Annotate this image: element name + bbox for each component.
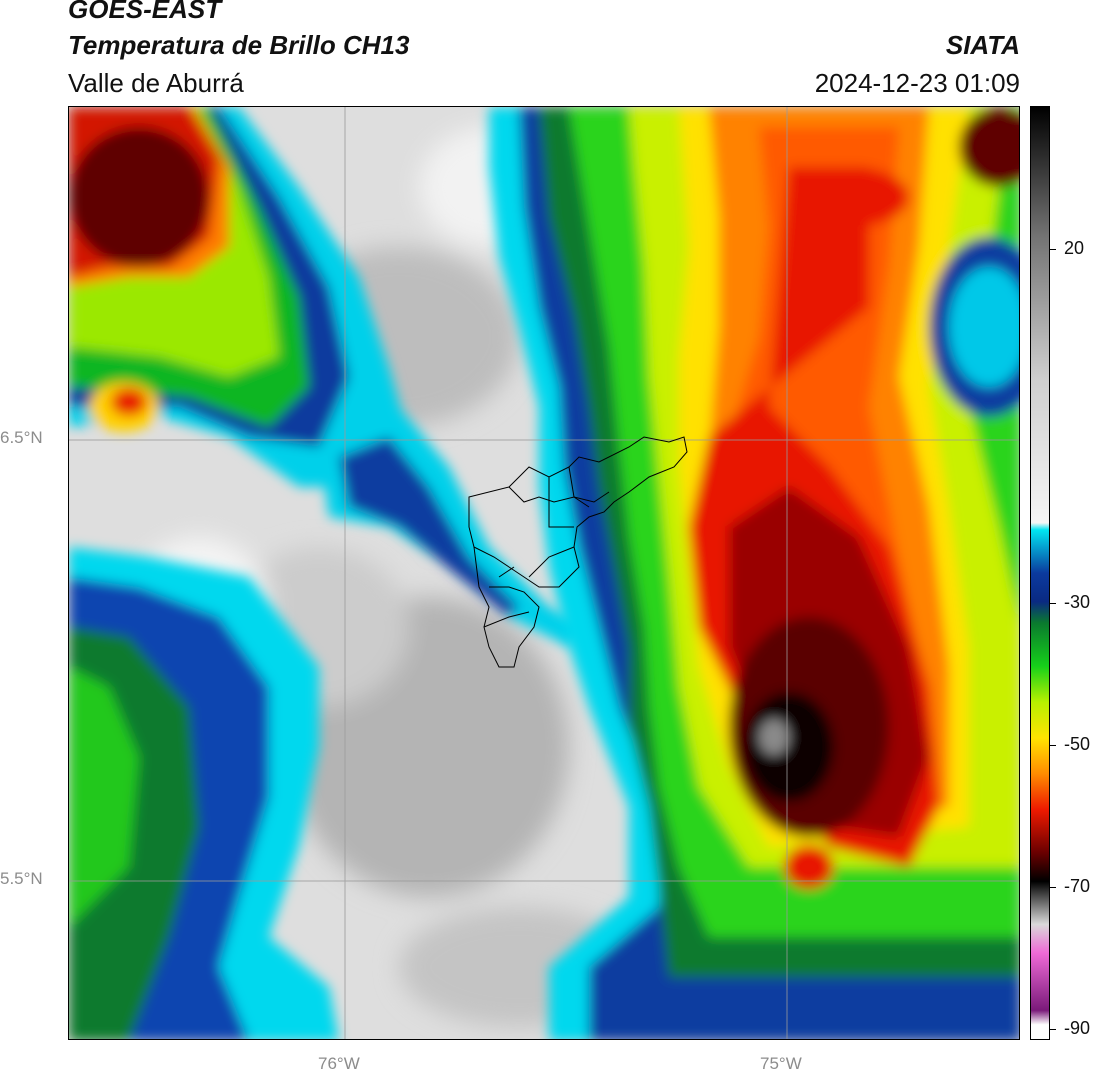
colorbar-label-minus30: -30 (1064, 592, 1091, 612)
colorbar-label-minus50: -50 (1064, 734, 1091, 754)
east-convective-system (489, 107, 1019, 1039)
lat-label-6-5n: 6.5°N (0, 428, 43, 447)
temperature-colorbar (1030, 106, 1050, 1040)
region-title: Valle de Aburrá (68, 68, 244, 98)
product-title: Temperatura de Brillo CH13 (68, 30, 410, 60)
lat-label-5-5n: 5.5°N (0, 869, 43, 888)
satellite-title: GOES-EAST (68, 0, 222, 24)
west-cloud-region (69, 107, 589, 1039)
colorbar-tick (1050, 745, 1056, 746)
lon-label-75w: 75°W (760, 1054, 802, 1073)
colorbar-tick (1050, 1029, 1056, 1030)
graticule (69, 107, 1019, 1039)
organization-label: SIATA (945, 30, 1020, 60)
brightness-temperature-map (68, 106, 1020, 1040)
colorbar-tick (1050, 887, 1056, 888)
timestamp-label: 2024-12-23 01:09 (814, 68, 1020, 98)
municipal-boundaries (468, 436, 688, 668)
colorbar-tick (1050, 249, 1056, 250)
colorbar-tick (1050, 603, 1056, 604)
map-canvas (69, 107, 1019, 1039)
colorbar-label-minus90: -90 (1064, 1018, 1091, 1038)
colorbar-label-20: 20 (1064, 238, 1085, 258)
colorbar-label-minus70: -70 (1064, 876, 1091, 896)
lon-label-76w: 76°W (318, 1054, 360, 1073)
